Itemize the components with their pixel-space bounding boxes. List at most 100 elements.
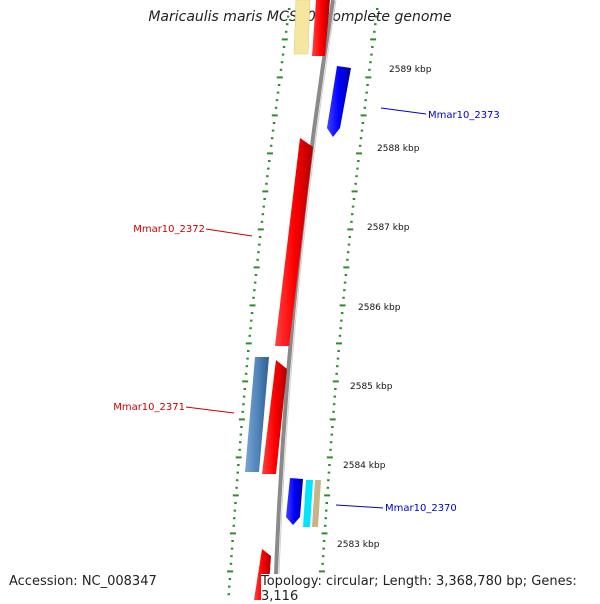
- ruler-label-2586: 2586 kbp: [358, 303, 401, 313]
- tick-mark: [354, 182, 357, 185]
- tick-mark: [245, 342, 252, 345]
- gene-cyan[interactable]: [303, 480, 313, 527]
- tick-mark: [266, 175, 269, 178]
- leader-line-mmar10-2372: [205, 228, 253, 237]
- tick-mark: [332, 410, 335, 413]
- tick-mark: [232, 524, 235, 527]
- tick-mark: [360, 114, 367, 117]
- tick-mark: [336, 365, 339, 368]
- tick-mark: [240, 426, 243, 428]
- tick-mark: [246, 357, 249, 360]
- tick-mark: [331, 426, 334, 428]
- tick-mark: [250, 319, 253, 322]
- tick-mark: [346, 258, 349, 261]
- gene-label-mmar10-2371[interactable]: Mmar10_2371: [113, 402, 185, 413]
- gene-mmar10-2373[interactable]: [327, 66, 351, 137]
- tick-mark: [326, 486, 330, 489]
- ruler-label-2584: 2584 kbp: [343, 461, 386, 471]
- tick-mark: [284, 30, 288, 33]
- tick-mark: [274, 106, 278, 109]
- tick-mark: [321, 532, 328, 535]
- tick-mark: [329, 448, 332, 451]
- tick-mark: [269, 144, 273, 147]
- tick-mark: [228, 578, 232, 580]
- gene-red-top[interactable]: [312, 0, 330, 56]
- gene-steelblue[interactable]: [245, 357, 269, 472]
- gene-yellow-top[interactable]: [293, 0, 311, 55]
- tick-mark: [359, 137, 363, 140]
- tick-mark: [340, 319, 343, 322]
- leader-line-mmar10-2373: [380, 107, 427, 115]
- tick-mark: [325, 502, 328, 504]
- tick-mark: [330, 433, 333, 436]
- tick-mark: [253, 289, 256, 292]
- leader-line-mmar10-2370: [335, 504, 384, 509]
- tick-mark: [286, 15, 290, 18]
- tick-mark: [232, 494, 239, 497]
- tick-mark: [231, 540, 234, 542]
- tick-mark: [239, 433, 243, 436]
- tick-mark: [336, 357, 340, 360]
- tick-mark: [276, 91, 280, 94]
- tick-mark: [343, 289, 346, 292]
- tick-mark: [287, 8, 291, 10]
- tick-mark: [347, 243, 351, 246]
- tick-mark: [257, 228, 264, 231]
- tick-mark: [253, 266, 260, 269]
- tick-mark: [249, 327, 252, 330]
- gene-label-mmar10-2370[interactable]: Mmar10_2370: [385, 503, 457, 514]
- gene-tan[interactable]: [312, 480, 321, 527]
- leader-line-mmar10-2371: [185, 406, 235, 414]
- tick-mark: [342, 296, 345, 299]
- tick-mark: [364, 99, 367, 102]
- tick-mark: [369, 61, 372, 64]
- gene-label-mmar10-2372[interactable]: Mmar10_2372: [133, 224, 205, 235]
- tick-mark: [351, 190, 358, 193]
- tick-mark: [375, 15, 378, 18]
- inner-tick-track: [318, 8, 379, 596]
- tick-mark: [270, 137, 274, 140]
- tick-mark: [365, 76, 372, 79]
- tick-mark: [252, 296, 255, 299]
- tick-mark: [267, 167, 270, 170]
- tick-mark: [343, 266, 350, 269]
- gene-label-mmar10-2373[interactable]: Mmar10_2373: [428, 110, 500, 121]
- tick-mark: [351, 205, 355, 208]
- tick-mark: [228, 585, 231, 588]
- tick-mark: [242, 403, 245, 406]
- tick-mark: [321, 562, 324, 565]
- tick-mark: [343, 281, 347, 284]
- tick-mark: [366, 84, 369, 86]
- tick-mark: [275, 99, 279, 102]
- tick-mark: [257, 251, 260, 254]
- tick-mark: [282, 46, 286, 48]
- tick-mark: [338, 334, 342, 337]
- tick-mark: [230, 547, 234, 550]
- tick-mark: [348, 236, 351, 238]
- tick-mark: [351, 213, 354, 216]
- tick-mark: [347, 228, 354, 231]
- tick-mark: [365, 91, 368, 94]
- tick-mark: [376, 8, 379, 10]
- tick-mark: [356, 152, 362, 155]
- tick-mark: [229, 562, 233, 565]
- tick-mark: [271, 114, 278, 117]
- tick-mark: [280, 61, 284, 64]
- tick-mark: [324, 494, 331, 497]
- tick-mark: [267, 152, 273, 155]
- gene-mmar10-2371[interactable]: [262, 360, 287, 474]
- tick-mark: [321, 555, 325, 558]
- gene-mmar10-2372[interactable]: [275, 138, 313, 346]
- ruler-label-2585: 2585 kbp: [350, 382, 393, 392]
- tick-mark: [370, 53, 373, 56]
- tick-mark: [250, 312, 254, 314]
- tick-mark: [332, 403, 336, 406]
- tick-mark: [249, 304, 256, 307]
- tick-mark: [333, 395, 336, 398]
- tick-mark: [281, 38, 288, 41]
- tick-mark: [262, 205, 265, 208]
- tick-mark: [262, 190, 269, 193]
- tick-mark: [271, 129, 275, 132]
- gene-mmar10-2370[interactable]: [286, 478, 303, 525]
